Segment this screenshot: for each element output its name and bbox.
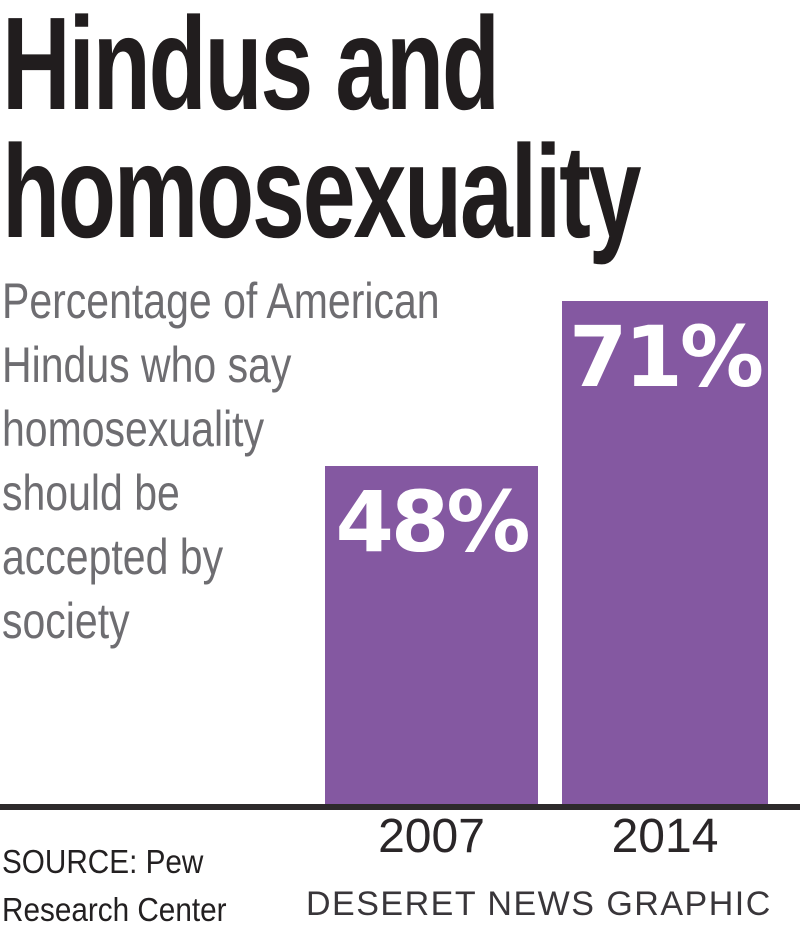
bar-2007: 48% (325, 466, 538, 810)
x-tick-label-2014: 2014 (611, 810, 719, 863)
bar-value-label-2007: 48% (335, 473, 530, 571)
x-axis-line (0, 804, 800, 810)
source-note: SOURCE: Pew Research Center (2, 843, 227, 928)
bar-value-label-2014: 71% (568, 308, 764, 406)
chart-subtitle: Percentage of American Hindus who say ho… (2, 273, 440, 649)
credit-line: DESERET NEWS GRAPHIC (306, 885, 772, 923)
chart-title: Hindus and homosexuality (2, 0, 642, 265)
bar-2014: 71% (562, 301, 768, 810)
x-tick-label-2007: 2007 (378, 810, 485, 863)
